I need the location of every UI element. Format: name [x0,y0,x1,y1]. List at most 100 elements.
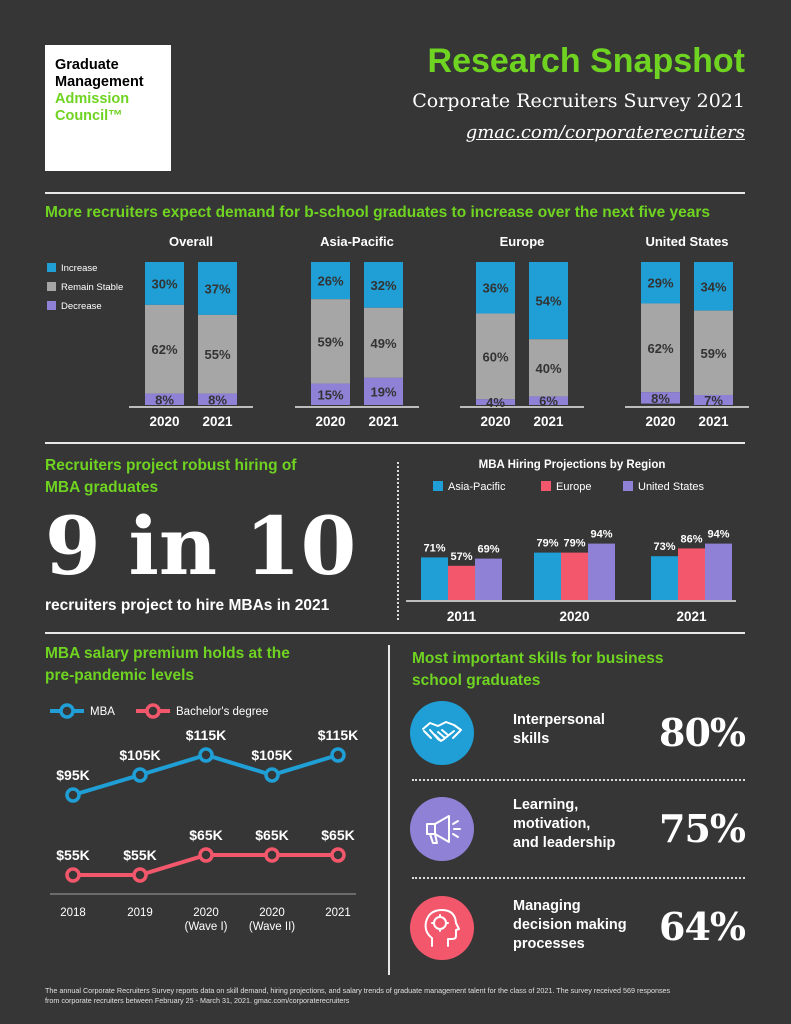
bar [534,552,561,600]
bar-value-label: 94% [590,529,612,541]
data-point [65,787,81,803]
x-tick-label: 2018 [60,907,86,919]
bar-value-label: 8% [155,392,174,407]
group-title: United States [645,234,728,249]
bar [421,557,448,600]
bar-value-label: 59% [700,346,726,361]
bar [561,552,588,600]
handshake-icon [422,721,462,742]
skill-2-line1: Learning, [513,797,579,813]
bar-segment [311,262,350,300]
data-point [132,767,148,783]
bar [678,548,705,600]
bar-segment [641,392,680,404]
bar-value-label: 54% [535,294,561,309]
logo-line3: Admission [55,91,130,107]
x-tick-label: 2020 [480,414,510,429]
legend-marker [59,703,75,719]
bar-value-label: 32% [370,278,396,293]
section4-title-line1: Most important skills for business [412,650,664,667]
legend-swatch-1 [47,282,56,291]
bar-value-label: 37% [204,281,230,296]
x-tick-label: 2020 [259,907,285,919]
bar-value-label: 57% [450,551,472,563]
bar-segment [529,396,568,405]
legend-swatch [541,481,551,491]
bar-value-label: 8% [651,391,670,406]
x-tick-label: 2020 [315,414,345,429]
skill-label-1: Interpersonal skills [513,711,605,749]
section2-title-line1: Recruiters project robust hiring of [45,457,297,474]
bar-value-label: 15% [317,387,343,402]
x-tick-label: 2021 [698,414,729,429]
x-tick-label: 2011 [447,609,477,624]
skill-label-2: Learning, motivation, and leadership [513,796,615,853]
bar-segment [364,377,403,405]
legend-swatch [623,481,633,491]
section4-title: Most important skills for business schoo… [412,648,664,692]
head-brain-icon [424,909,460,947]
bar [651,556,678,600]
logo-line4: Council™ [55,108,123,124]
group-title: Europe [500,234,545,249]
footer-line2: from corporate recruiters between Februa… [45,996,350,1005]
divider-dotted-vertical [397,462,399,620]
data-point [198,847,214,863]
bar-value-label: 34% [700,279,726,294]
section4-title-line2: school graduates [412,672,541,689]
section2-title-line2: MBA graduates [45,479,159,496]
bar-segment [476,262,515,314]
data-label: $95K [56,767,89,783]
bar-value-label: 49% [370,336,396,351]
bar-segment [529,262,568,340]
bar-segment [145,262,184,305]
bar-segment [198,314,237,394]
legend-marker [145,703,161,719]
bar-value-label: 30% [151,276,177,291]
bar-value-label: 79% [536,538,558,550]
bar-segment [641,262,680,304]
data-label: $115K [186,727,226,743]
divider-top [45,192,745,194]
page-title: Research Snapshot [427,42,745,80]
bar-segment [529,339,568,397]
legend-swatch [433,481,443,491]
divider-mid1 [45,442,745,444]
bar-segment [198,262,237,315]
bar [588,543,615,600]
data-label: $65K [255,827,288,843]
data-point [198,747,214,763]
section2-title: Recruiters project robust hiring of MBA … [45,455,296,499]
bar-value-label: 62% [647,341,673,356]
bar-value-label: 86% [680,533,702,545]
skill-3-line2: decision making [513,917,627,933]
gmac-logo: Graduate Management Admission Council™ [45,45,171,171]
data-point [65,867,81,883]
legend-label-1: Remain Stable [61,282,123,293]
bar-value-label: 40% [535,361,561,376]
x-tick-label: 2020 [559,609,589,624]
group-title: Asia-Pacific [320,234,394,249]
section3-title-line2: pre-pandemic levels [45,667,195,684]
bar-segment [694,262,733,311]
page-subtitle: Corporate Recruiters Survey 2021 [412,90,745,112]
skill-icon-circle-1 [410,701,474,765]
skill-label-3: Managing decision making processes [513,897,627,954]
bar-segment [694,310,733,395]
data-label: $115K [318,727,358,743]
x-tick-label: 2021 [325,907,351,919]
legend-label: MBA [90,706,115,718]
x-tick-label: 2020 [149,414,179,429]
salary-line-chart: MBA Bachelor's degree $95K $105K $115K $105K $… [50,703,358,933]
divider-vertical [388,645,390,975]
bar [475,558,502,600]
big-stat: 9 in 10 [45,499,357,593]
bar-segment [364,262,403,308]
skill-icon-circle-3 [410,896,474,960]
x-tick-label: 2020 [193,907,219,919]
bar-value-label: 69% [477,544,499,556]
hiring-projections-chart: MBA Hiring Projections by Region Asia-Pac… [406,459,736,624]
bar-value-label: 36% [482,281,508,296]
x-tick-label: (Wave II) [249,921,295,933]
survey-link[interactable]: gmac.com/corporaterecruiters [465,122,745,143]
